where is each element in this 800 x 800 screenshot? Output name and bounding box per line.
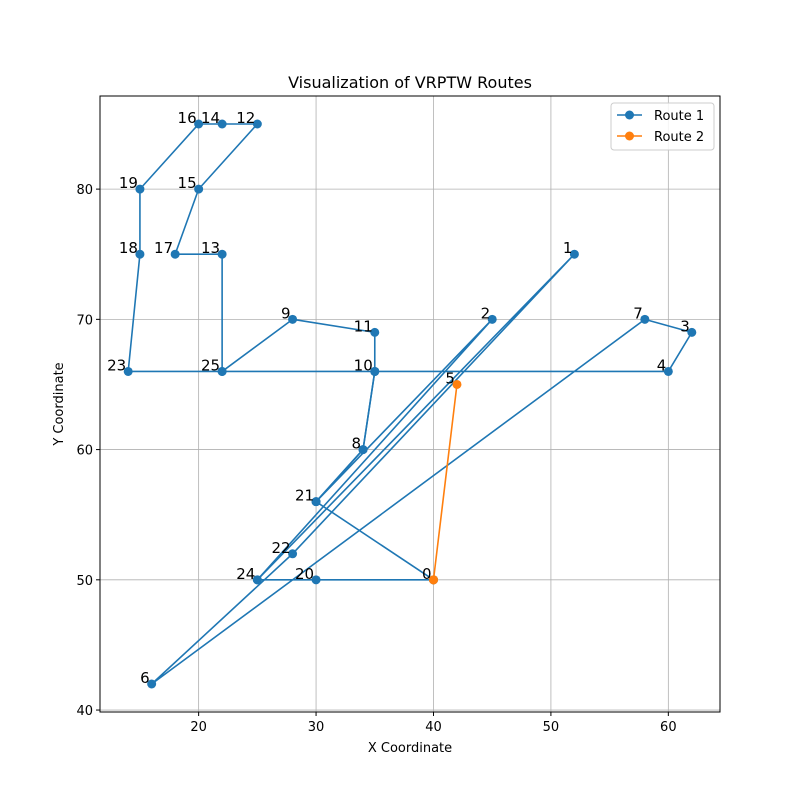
node-label: 25 (201, 356, 220, 374)
node-label: 22 (271, 539, 290, 557)
route-1-point (288, 549, 298, 559)
node-label: 23 (107, 356, 126, 374)
node-label: 21 (295, 487, 314, 505)
node-label: 20 (295, 565, 314, 583)
y-tick-label: 50 (76, 574, 93, 589)
x-axis-label: X Coordinate (368, 741, 452, 756)
y-axis-ticks: 40 50 60 70 80 (76, 183, 100, 719)
route-1-point (311, 497, 321, 507)
route-1-point (252, 119, 262, 129)
route-1-point (194, 119, 204, 129)
route-1-point (311, 575, 321, 585)
route-1-point (663, 366, 673, 376)
node-label: 12 (236, 109, 255, 127)
legend-label: Route 2 (654, 130, 704, 145)
node-label: 11 (354, 317, 373, 335)
route-1-point (217, 249, 227, 259)
route-1-point (252, 575, 262, 585)
y-tick-label: 40 (76, 704, 93, 719)
route-2-point (452, 379, 462, 389)
route-1-point (487, 314, 497, 324)
node-label: 10 (354, 356, 373, 374)
route-1-point (358, 445, 368, 455)
route-1-point (687, 327, 697, 337)
node-label: 5 (445, 369, 455, 387)
node-label: 7 (633, 304, 643, 322)
route-1-point (217, 119, 227, 129)
route-1-point (147, 679, 157, 689)
node-label: 24 (236, 565, 255, 583)
route-1-point (194, 184, 204, 194)
x-tick-label: 20 (190, 720, 207, 735)
route-1-point (135, 184, 145, 194)
route-1-point (170, 249, 180, 259)
y-axis-label: Y Coordinate (52, 362, 67, 446)
routes-layer (123, 119, 697, 689)
route-1-point (370, 366, 380, 376)
route-1-point (135, 249, 145, 259)
node-label: 19 (119, 174, 138, 192)
node-label: 14 (201, 109, 220, 127)
y-tick-label: 70 (76, 313, 93, 328)
x-axis-ticks: 20 30 40 50 60 (190, 712, 677, 735)
node-label: 18 (119, 239, 138, 257)
route-1-point (640, 314, 650, 324)
y-tick-label: 80 (76, 183, 93, 198)
route-1-point (123, 366, 133, 376)
legend-marker (625, 131, 634, 141)
x-tick-label: 50 (543, 720, 560, 735)
node-label: 6 (140, 669, 150, 687)
y-tick-label: 60 (76, 444, 93, 459)
route-1-point (370, 327, 380, 337)
node-label: 0 (422, 565, 432, 583)
route-2-point (428, 575, 438, 585)
legend: Route 1 Route 2 (610, 102, 715, 151)
node-label: 3 (680, 317, 690, 335)
node-label: 8 (351, 435, 361, 453)
x-tick-label: 60 (660, 720, 677, 735)
x-tick-label: 30 (308, 720, 325, 735)
node-label: 13 (201, 239, 220, 257)
node-label: 17 (154, 239, 173, 257)
node-label: 16 (178, 109, 197, 127)
point-labels-layer: 0123456789101112131415161718192021222324… (107, 109, 690, 687)
node-label: 2 (481, 304, 491, 322)
node-label: 9 (281, 304, 291, 322)
node-label: 15 (178, 174, 197, 192)
legend-label: Route 1 (654, 109, 704, 124)
route-1-point (288, 314, 298, 324)
plot-frame (99, 95, 721, 713)
node-label: 4 (657, 356, 667, 374)
node-label: 1 (563, 239, 573, 257)
legend-marker (625, 110, 634, 120)
route-1-point (569, 249, 579, 259)
x-tick-label: 40 (425, 720, 442, 735)
route-1-point (217, 366, 227, 376)
chart-title: Visualization of VRPTW Routes (288, 73, 532, 92)
